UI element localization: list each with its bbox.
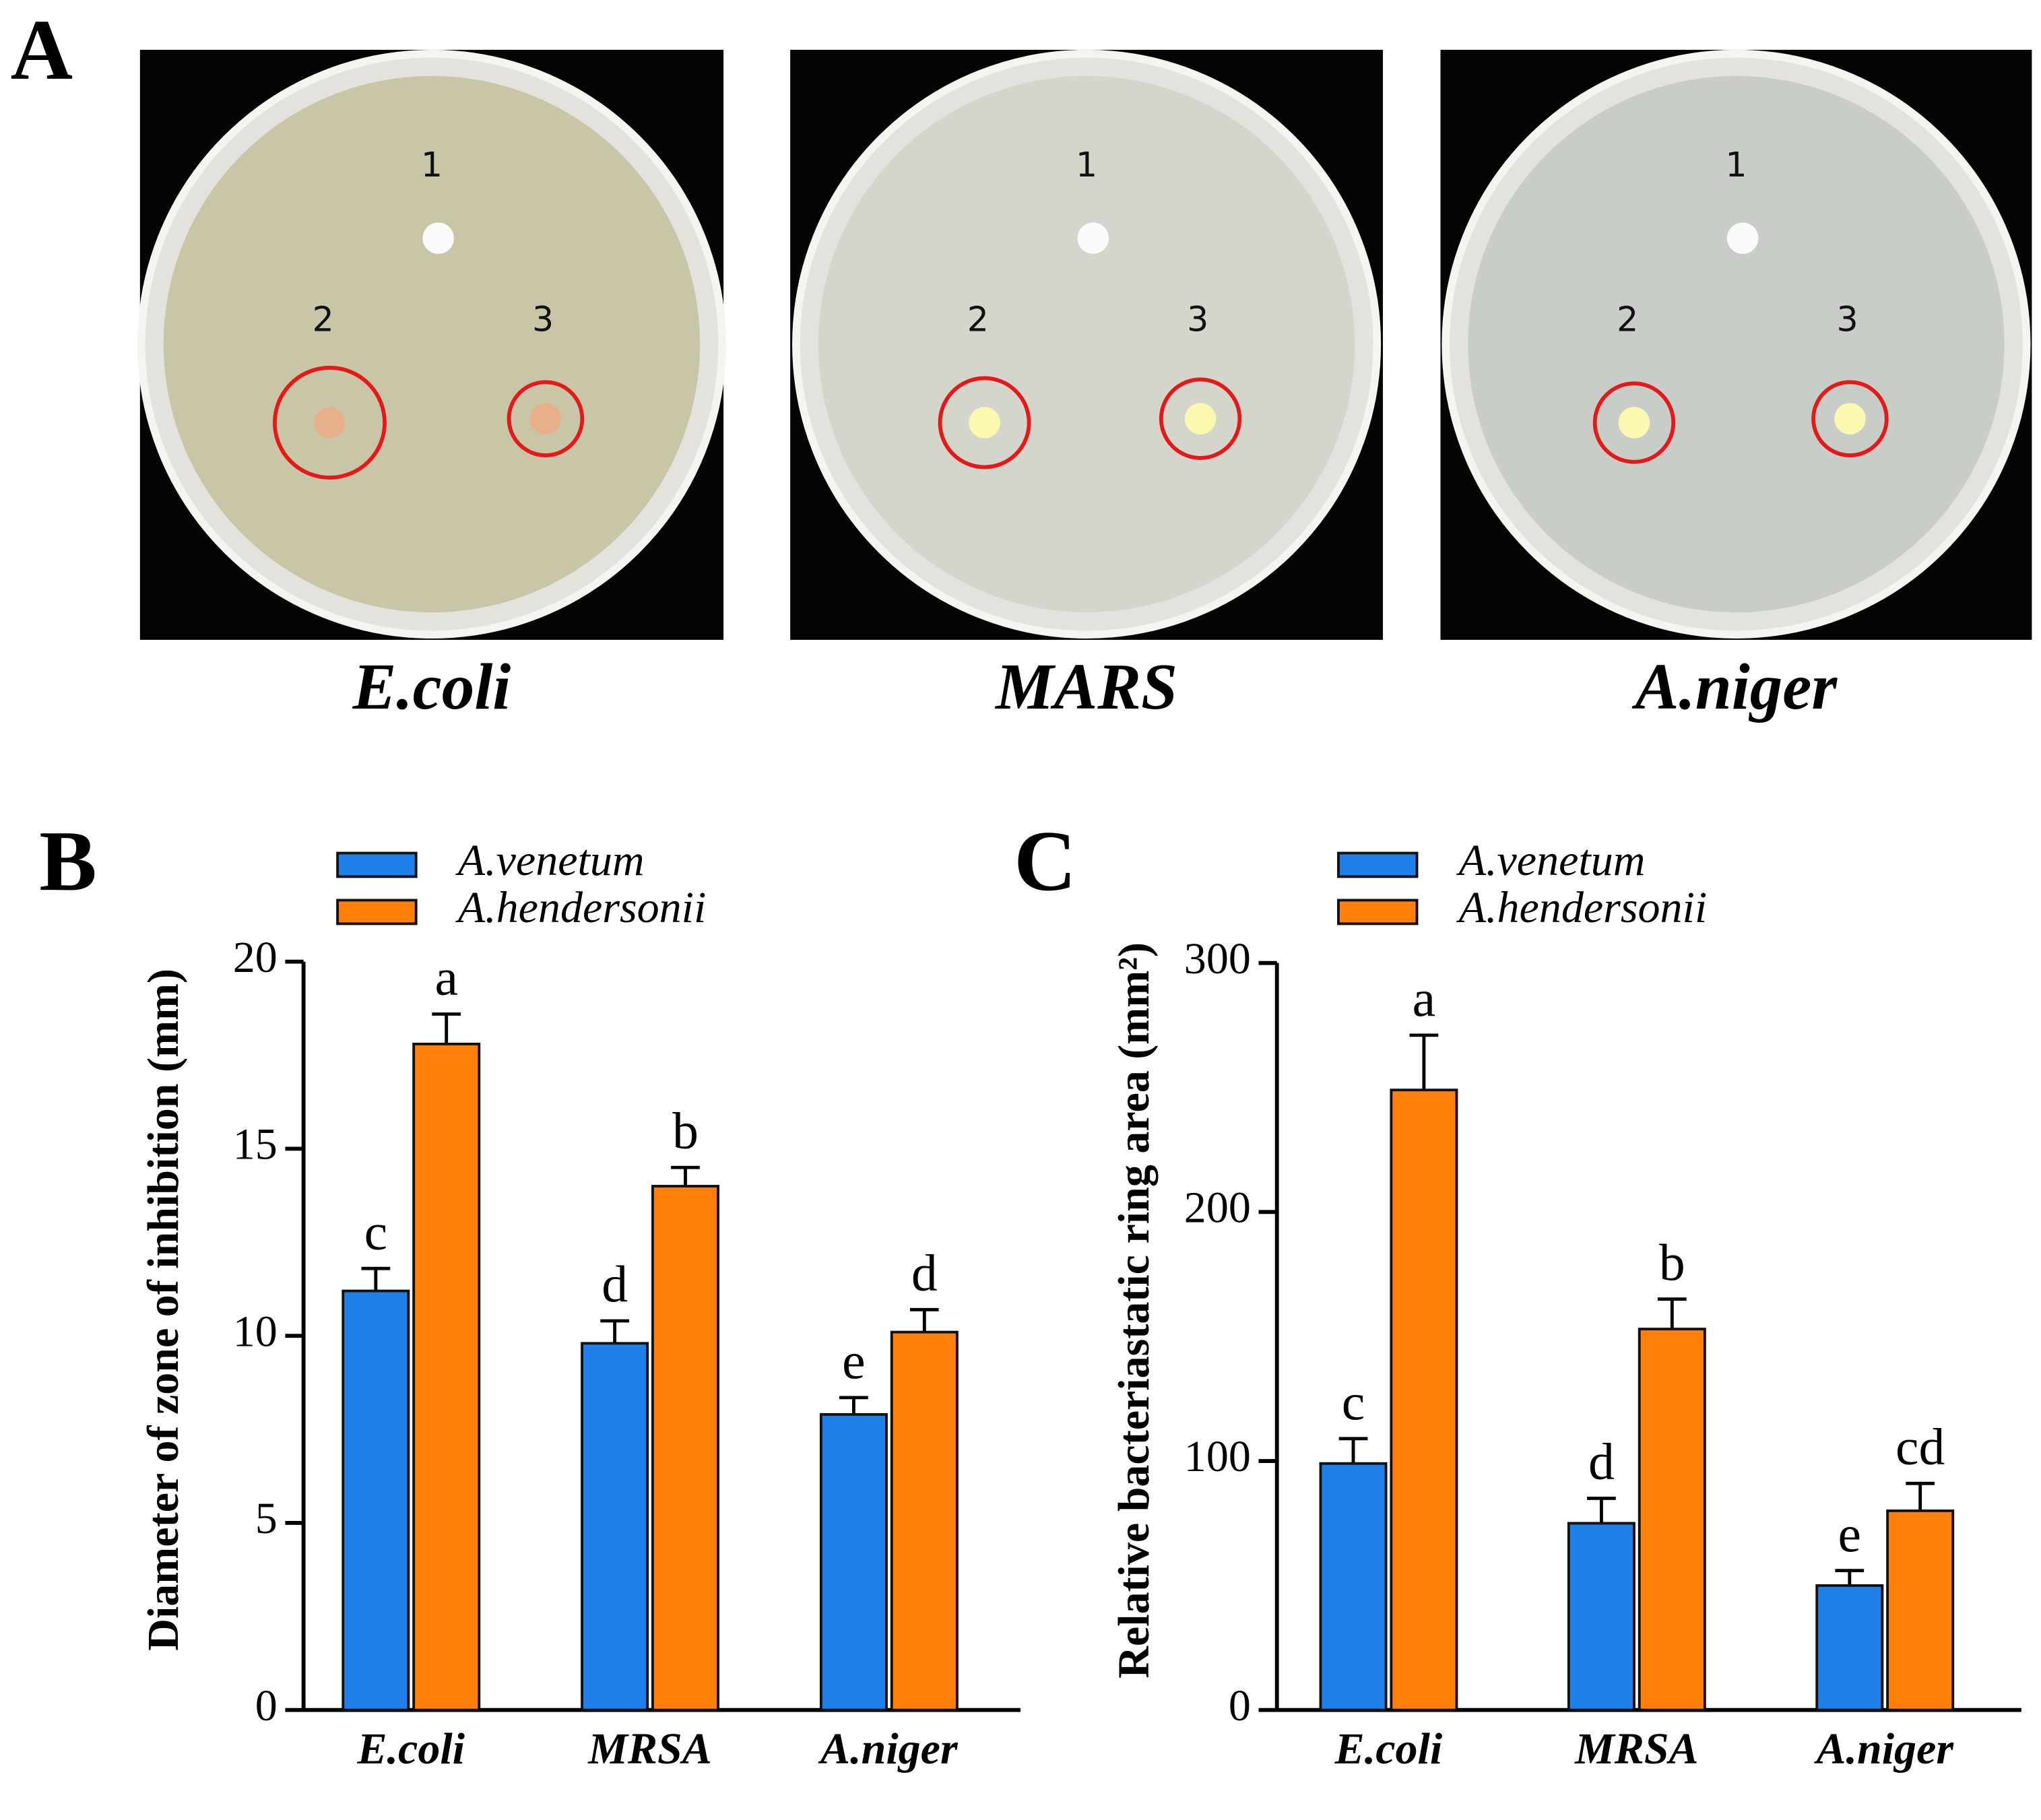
plate-caption: MARS [994, 651, 1177, 723]
agar [1468, 75, 2005, 613]
disc [314, 407, 346, 438]
spot-number: 2 [967, 299, 989, 339]
y-axis-title: Relative bacteriastatic ring area (mm²) [1109, 942, 1159, 1679]
disc [1618, 407, 1650, 438]
bar [1638, 1328, 1706, 1712]
bar [1390, 1088, 1458, 1712]
legend-label: A.venetum [1456, 836, 1646, 885]
significance-letter: e [1838, 1505, 1861, 1563]
inhibition-ring [272, 366, 387, 480]
legend-swatch [336, 899, 418, 925]
disc [1184, 403, 1217, 434]
legend-swatch [336, 851, 418, 878]
agar [818, 75, 1355, 613]
significance-letter: c [364, 1202, 387, 1260]
bar [342, 1289, 410, 1712]
bar [890, 1330, 959, 1712]
bar [1567, 1522, 1635, 1712]
significance-letter: d [602, 1255, 628, 1313]
significance-letter: d [1588, 1433, 1615, 1491]
bar [651, 1185, 720, 1712]
y-tick-label: 5 [255, 1494, 278, 1543]
panel-label: C [1014, 813, 1076, 909]
legend-label: A.hendersonii [1456, 883, 1708, 932]
y-tick-label: 0 [255, 1681, 278, 1730]
panel-label: A [11, 2, 73, 98]
y-tick-label: 0 [1229, 1681, 1251, 1730]
inhibition-ring [1811, 380, 1889, 457]
bar [1815, 1584, 1884, 1712]
significance-letter: e [842, 1332, 865, 1390]
significance-letter: b [1659, 1233, 1685, 1291]
inhibition-ring [1159, 377, 1242, 460]
legend-label: A.hendersonii [455, 883, 707, 932]
y-tick-label: 300 [1184, 934, 1251, 983]
x-tick-label: MRSA [587, 1724, 711, 1774]
legend-swatch [1337, 899, 1419, 925]
disc [1726, 222, 1759, 254]
spot-number: 1 [1725, 145, 1747, 185]
bar [1886, 1509, 1955, 1712]
x-tick-label: E.coli [1334, 1724, 1443, 1774]
significance-letter: cd [1896, 1418, 1945, 1476]
disc [422, 222, 454, 254]
x-tick-label: MRSA [1574, 1724, 1698, 1774]
panel-label: B [39, 813, 97, 909]
y-tick-label: 100 [1184, 1432, 1251, 1481]
y-tick-label: 20 [233, 933, 278, 982]
legend-swatch [1337, 851, 1419, 878]
spot-number: 3 [1836, 299, 1858, 339]
significance-letter: a [434, 948, 457, 1006]
y-tick-label: 10 [233, 1307, 278, 1356]
disc [1077, 222, 1109, 254]
inhibition-ring [1592, 381, 1676, 464]
spot-number: 3 [532, 299, 554, 339]
inhibition-ring [938, 376, 1031, 469]
y-axis-title: Diameter of zone of inhibition (mm) [139, 969, 188, 1651]
spot-number: 1 [421, 145, 443, 185]
significance-letter: c [1342, 1373, 1365, 1431]
inhibition-ring [507, 380, 585, 457]
plate-caption: A.niger [1631, 651, 1838, 723]
agar [163, 75, 701, 613]
y-tick-label: 200 [1184, 1183, 1251, 1233]
bar [581, 1342, 649, 1712]
disc [969, 407, 1000, 438]
significance-letter: d [911, 1244, 938, 1302]
x-tick-label: A.niger [818, 1724, 959, 1774]
disc [1834, 403, 1866, 434]
significance-letter: b [672, 1101, 699, 1159]
spot-number: 1 [1076, 145, 1097, 185]
y-tick-label: 15 [233, 1120, 278, 1169]
x-tick-label: E.coli [357, 1724, 465, 1774]
bar [412, 1042, 481, 1712]
legend-label: A.venetum [455, 836, 645, 885]
disc [529, 403, 562, 434]
spot-number: 3 [1187, 299, 1208, 339]
bar [819, 1412, 888, 1712]
plate-caption: E.coli [352, 651, 511, 723]
x-tick-label: A.niger [1813, 1724, 1954, 1774]
spot-number: 2 [313, 299, 334, 339]
spot-number: 2 [1617, 299, 1638, 339]
significance-letter: a [1413, 969, 1435, 1027]
bar [1319, 1462, 1388, 1712]
